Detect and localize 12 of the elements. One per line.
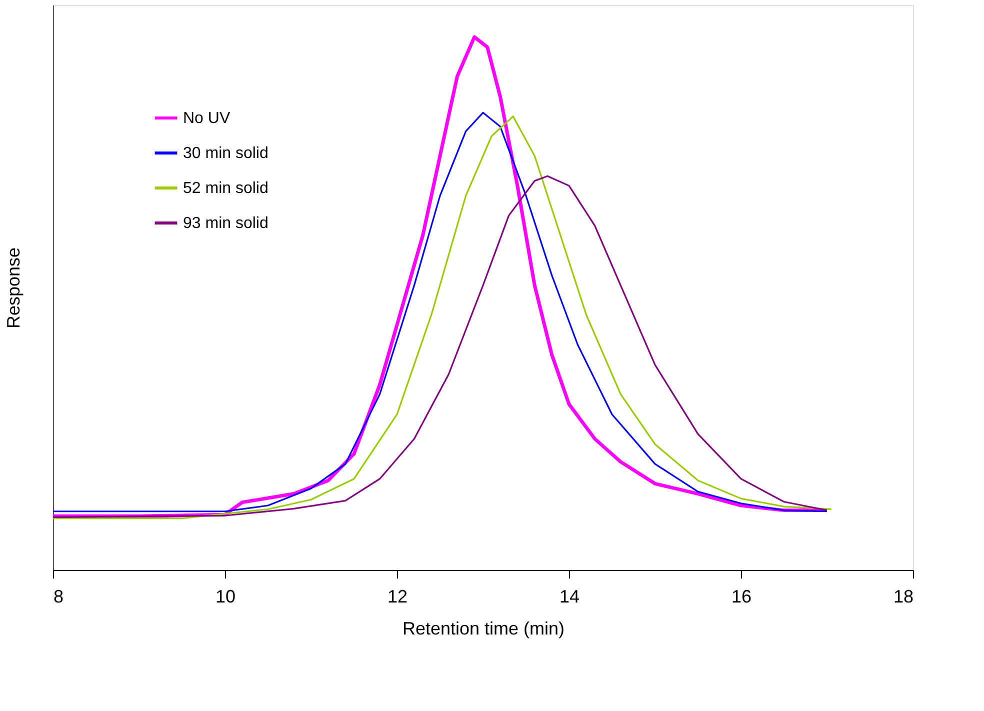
x-tick-label: 16 bbox=[731, 586, 752, 606]
x-tick-label: 12 bbox=[387, 586, 408, 606]
x-tick-label: 8 bbox=[54, 586, 64, 606]
legend-label: 52 min solid bbox=[183, 180, 268, 197]
legend-label: 30 min solid bbox=[183, 145, 268, 162]
legend-label: No UV bbox=[183, 110, 230, 127]
x-tick-label: 18 bbox=[893, 586, 914, 606]
legend-label: 93 min solid bbox=[183, 215, 268, 232]
x-axis-title: Retention time (min) bbox=[402, 618, 565, 638]
y-axis-title: Response bbox=[4, 247, 24, 329]
x-tick-label: 10 bbox=[215, 586, 236, 606]
x-tick-label: 14 bbox=[559, 586, 580, 606]
